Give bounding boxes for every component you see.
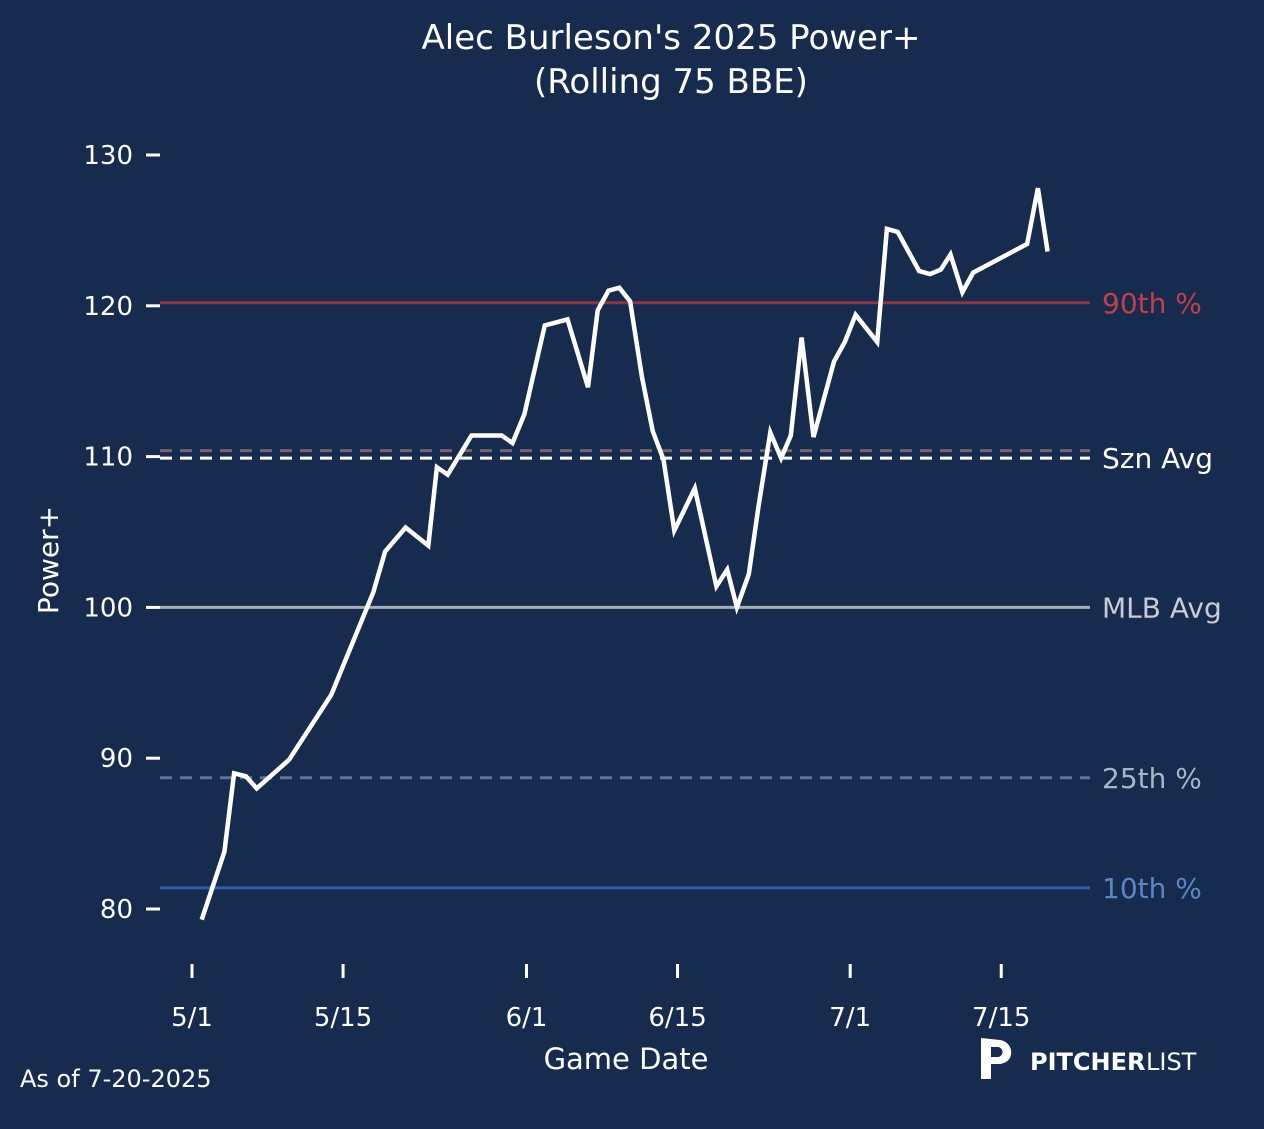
ref-label-90th: 90th % [1102,287,1202,320]
ref-label-25th: 25th % [1102,762,1202,795]
logo-text-light: LIST [1146,1048,1197,1076]
x-axis: 5/1 5/15 6/1 6/15 7/1 7/15 [171,964,1030,1033]
y-tick-label: 80 [100,895,133,925]
ref-label-mlb-avg: MLB Avg [1102,591,1222,624]
y-tick-label: 130 [83,141,133,171]
ref-label-szn-avg: Szn Avg [1102,442,1213,475]
reference-lines: 90th % Szn Avg MLB Avg 25th % 10th % [160,287,1222,905]
x-tick-label: 6/1 [506,1003,548,1033]
y-axis-label: Power+ [32,506,65,614]
x-tick-label: 5/1 [171,1003,213,1033]
pitcherlist-p-icon [981,1038,1012,1079]
ref-label-10th: 10th % [1102,872,1202,905]
x-tick-label: 7/15 [972,1003,1030,1033]
y-tick-label: 120 [83,292,133,322]
y-tick-label: 100 [83,593,133,623]
pitcherlist-logo: PITCHER LIST [981,1038,1197,1079]
y-axis: 80 90 100 110 120 130 [83,141,160,925]
y-tick-label: 90 [100,744,133,774]
series-layer [199,187,1050,921]
y-tick-label: 110 [83,443,133,473]
chart-subtitle: (Rolling 75 BBE) [534,62,808,102]
series-line-power-plus [199,187,1050,921]
x-tick-label: 7/1 [829,1003,871,1033]
x-tick-label: 6/15 [648,1003,706,1033]
chart-title: Alec Burleson's 2025 Power+ [422,18,921,58]
as-of-date: As of 7-20-2025 [20,1065,212,1093]
logo-text-bold: PITCHER [1030,1048,1145,1076]
x-tick-label: 5/15 [314,1003,372,1033]
x-axis-label: Game Date [544,1042,709,1076]
